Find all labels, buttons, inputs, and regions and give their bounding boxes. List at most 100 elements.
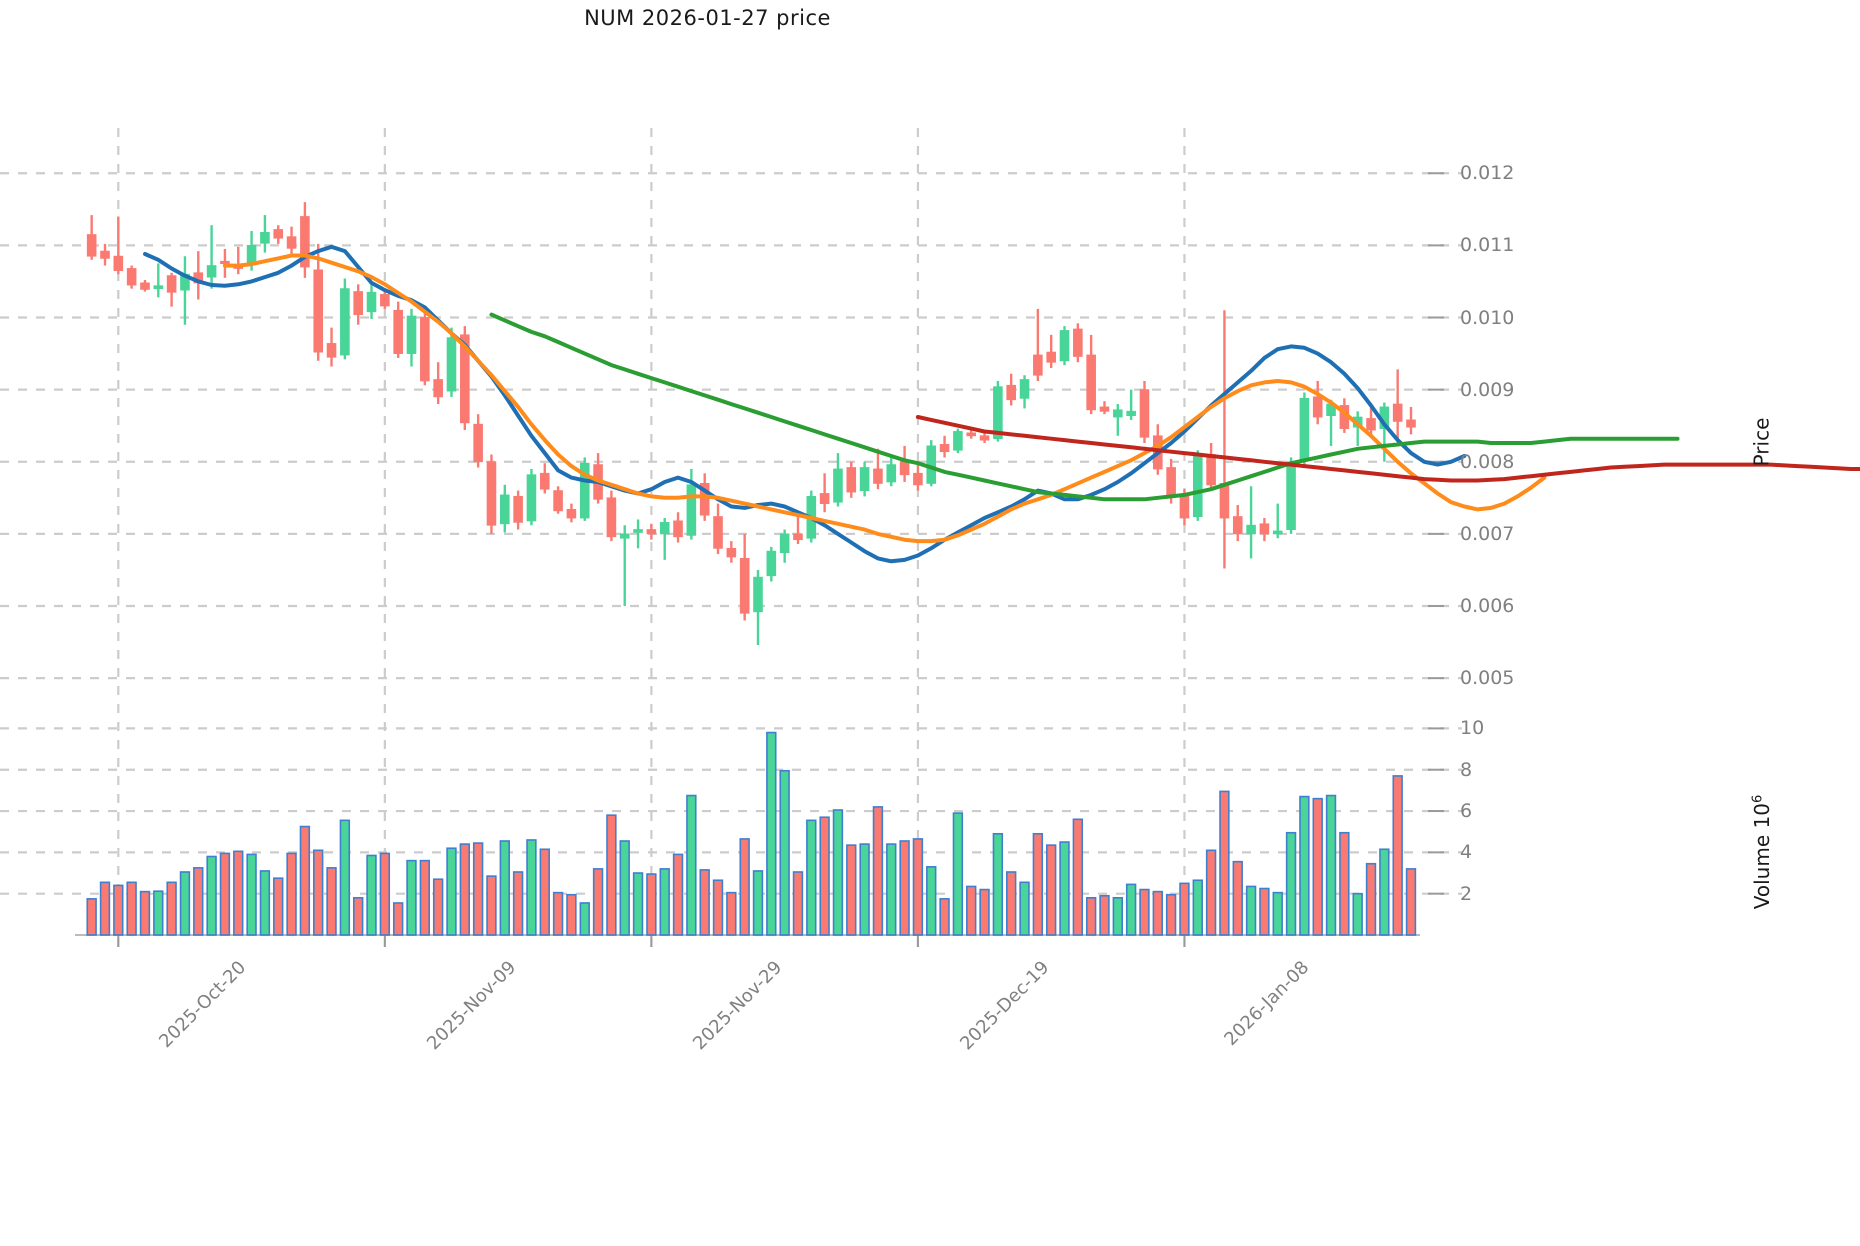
volume-bar xyxy=(712,879,724,936)
volume-bar xyxy=(1045,844,1057,936)
candle-body xyxy=(206,265,217,278)
price-tick-label: 0.008 xyxy=(1460,450,1515,473)
candle-body xyxy=(1073,328,1083,357)
volume-axis-exponent-base: 10 xyxy=(1750,803,1775,829)
volume-bar xyxy=(259,870,271,936)
volume-bar xyxy=(446,847,457,936)
candle-body xyxy=(606,497,617,538)
volume-bar xyxy=(846,844,857,936)
candle-body xyxy=(646,529,657,535)
candle-body xyxy=(1299,397,1310,461)
volume-bar xyxy=(606,814,617,936)
candle-body xyxy=(993,386,1003,440)
volume-bar xyxy=(86,898,97,936)
volume-bar xyxy=(1405,868,1417,936)
volume-bar xyxy=(979,888,990,936)
volume-bar xyxy=(646,873,657,936)
candle-body xyxy=(406,315,417,354)
price-tick-label: 0.012 xyxy=(1460,162,1515,185)
volume-bar xyxy=(1085,897,1097,936)
candle-body xyxy=(966,432,977,437)
volume-bar xyxy=(659,868,670,936)
candle-body xyxy=(1166,467,1176,497)
candle-body xyxy=(153,285,164,290)
ma-line xyxy=(222,253,1547,544)
candle-body xyxy=(380,294,390,307)
volume-bar xyxy=(459,843,471,936)
volume-bar xyxy=(139,890,151,936)
candle-body xyxy=(659,521,670,535)
volume-bar xyxy=(752,870,764,936)
candle-body xyxy=(86,234,97,257)
candle-body xyxy=(713,516,723,549)
volume-tick-label: 10 xyxy=(1460,717,1485,740)
volume-bar xyxy=(1232,860,1243,936)
candle-body xyxy=(846,467,857,493)
volume-tick-label: 2 xyxy=(1460,882,1473,905)
page-title: NUM 2026-01-27 price xyxy=(584,6,831,30)
volume-bar xyxy=(859,843,870,936)
volume-bar xyxy=(1006,871,1017,936)
candle-body xyxy=(1192,455,1203,517)
volume-bar xyxy=(579,902,590,936)
volume-bar xyxy=(1192,879,1203,936)
candle-body xyxy=(273,229,284,239)
candle-body xyxy=(499,494,510,525)
volume-bar xyxy=(912,838,924,936)
candle-body xyxy=(1406,419,1416,428)
volume-bar xyxy=(379,852,391,936)
volume-bar xyxy=(939,898,950,936)
volume-bar xyxy=(872,806,884,936)
candle-body xyxy=(913,472,923,486)
volume-bar xyxy=(552,891,564,936)
volume-bar xyxy=(326,867,337,936)
volume-tick-label: 4 xyxy=(1460,841,1473,864)
volume-bar xyxy=(166,881,177,936)
gridlines xyxy=(0,128,1462,955)
candle-body xyxy=(1206,454,1216,486)
volume-bar xyxy=(406,859,417,936)
candle-body xyxy=(1246,524,1256,535)
volume-bar xyxy=(1112,897,1124,936)
volume-bar xyxy=(726,891,737,936)
candle-body xyxy=(539,472,550,490)
candle-body xyxy=(1086,354,1096,411)
volume-bar xyxy=(1059,841,1070,936)
volume-bar xyxy=(286,852,297,936)
candle-body xyxy=(1312,396,1323,418)
volume-bar xyxy=(1179,882,1190,936)
candle-body xyxy=(126,268,137,286)
volume-bar xyxy=(339,819,351,936)
volume-bar xyxy=(246,853,257,936)
moving-average-lines xyxy=(143,244,1860,564)
volume-bar xyxy=(806,819,817,936)
volume-bar xyxy=(539,848,550,936)
price-tick-label: 0.011 xyxy=(1460,234,1515,257)
candle-body xyxy=(859,467,870,492)
volume-bar xyxy=(899,840,910,936)
candle-body xyxy=(460,334,470,424)
candle-body xyxy=(579,462,590,519)
volume-bar xyxy=(766,731,777,936)
candle-body xyxy=(886,464,897,483)
volume-bar xyxy=(566,893,577,936)
volume-bar xyxy=(672,853,684,936)
price-tick-label: 0.006 xyxy=(1460,595,1515,618)
candle-body xyxy=(300,216,310,268)
candle-body xyxy=(979,435,990,441)
candle-body xyxy=(766,550,777,577)
volume-bar xyxy=(486,875,497,936)
candle-body xyxy=(819,493,830,504)
candle-body xyxy=(1046,351,1056,363)
candle-body xyxy=(566,508,577,519)
candle-body xyxy=(286,236,297,249)
volume-bar xyxy=(273,877,284,936)
volume-bar xyxy=(392,902,404,936)
volume-bar xyxy=(1312,797,1323,936)
volume-bar xyxy=(352,897,364,936)
candle-body xyxy=(1059,330,1070,362)
candle-body xyxy=(100,250,110,259)
volume-bar xyxy=(1019,881,1030,936)
candle-body xyxy=(673,520,683,538)
